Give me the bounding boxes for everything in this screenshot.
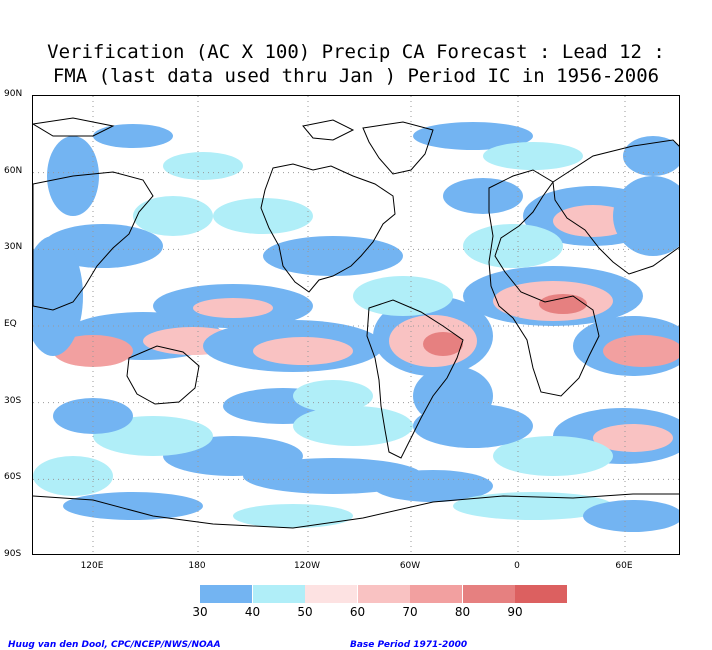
- legend-swatch: [462, 585, 515, 603]
- base-period-note: Base Period 1971-2000: [350, 640, 468, 650]
- legend-label: 70: [402, 605, 418, 619]
- skill-region: [293, 380, 373, 412]
- skill-region: [613, 176, 679, 256]
- skill-region: [623, 136, 679, 176]
- map-canvas: [33, 96, 679, 554]
- lon-label: 0: [514, 561, 520, 571]
- skill-region: [233, 504, 353, 528]
- skill-region: [213, 198, 313, 234]
- title-line-2: FMA (last data used thru Jan ) Period IC…: [52, 65, 660, 87]
- legend-swatch: [252, 585, 305, 603]
- lat-label: 60N: [4, 165, 23, 176]
- legend-label: 50: [297, 605, 313, 619]
- skill-region: [603, 335, 679, 367]
- author-credit: Huug van den Dool, CPC/NCEP/NWS/NOAA: [8, 640, 221, 650]
- skill-region: [253, 337, 353, 365]
- lon-label: 60W: [399, 561, 421, 571]
- skill-region: [293, 406, 413, 446]
- legend-swatch: [410, 585, 462, 603]
- legend-swatch: [200, 585, 252, 603]
- skill-region: [373, 470, 493, 502]
- skill-region: [413, 122, 533, 150]
- lat-label: 90N: [4, 89, 23, 99]
- legend-label: 60: [349, 605, 366, 619]
- lon-label: 120W: [293, 561, 321, 571]
- skill-region: [583, 500, 679, 532]
- legend-swatch: [357, 585, 410, 603]
- skill-region: [423, 332, 463, 356]
- skill-region: [263, 236, 403, 276]
- legend-swatch: [515, 585, 567, 603]
- skill-region: [353, 276, 453, 316]
- map-panel: [32, 95, 680, 555]
- legend-label: 30: [192, 605, 208, 619]
- title-line-1: Verification (AC X 100) Precip CA Foreca…: [47, 41, 665, 63]
- lon-label: 120E: [80, 561, 104, 571]
- skill-region: [163, 152, 243, 180]
- lat-label: 60S: [4, 472, 22, 483]
- lat-label: 30N: [4, 242, 23, 253]
- skill-region: [33, 456, 113, 496]
- skill-region: [539, 294, 587, 314]
- legend-label: 40: [244, 605, 261, 619]
- skill-region: [443, 178, 523, 214]
- skill-region: [193, 298, 273, 318]
- skill-region: [63, 492, 203, 520]
- legend-label: 90: [507, 605, 523, 619]
- skill-region: [133, 196, 213, 236]
- lat-label: EQ: [4, 319, 17, 329]
- legend-swatch: [305, 585, 357, 603]
- continent-outlines: [33, 117, 679, 529]
- skill-region: [553, 205, 633, 237]
- skill-region: [593, 424, 673, 452]
- skill-shading: [33, 122, 679, 532]
- skill-region: [33, 236, 83, 356]
- skill-region: [493, 436, 613, 476]
- skill-region: [463, 224, 563, 268]
- lat-label: 30S: [4, 395, 22, 406]
- legend-label: 80: [454, 605, 471, 619]
- lat-label: 90S: [4, 549, 22, 559]
- chart-title: Verification (AC X 100) Precip CA Foreca…: [0, 40, 712, 88]
- skill-region: [453, 492, 613, 520]
- skill-region: [93, 124, 173, 148]
- lon-label: 60E: [615, 561, 633, 571]
- lon-label: 180: [188, 561, 206, 571]
- skill-region: [413, 404, 533, 448]
- skill-region: [483, 142, 583, 170]
